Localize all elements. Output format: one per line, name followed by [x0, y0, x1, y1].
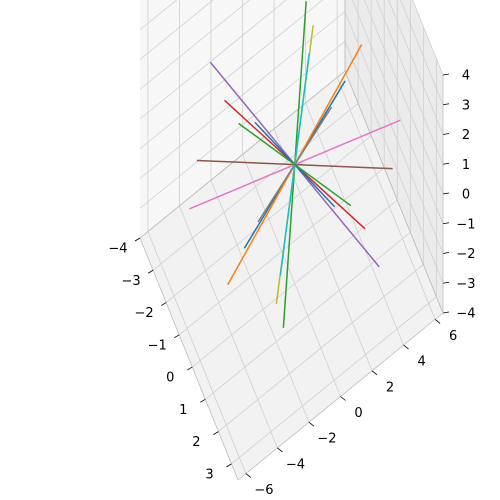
z-tick-label: −4: [456, 307, 475, 322]
x-tick-mark: [213, 431, 219, 435]
x-tick-label: 3: [205, 467, 213, 482]
y-tick-mark: [434, 319, 441, 324]
z-tick-mark: [442, 281, 450, 284]
z-tick-mark: [442, 133, 450, 135]
grid-line-y-floor: [336, 77, 436, 320]
series-line-12: [238, 122, 352, 207]
grid-line-z-right: [388, 0, 444, 135]
z-tick-label: 2: [462, 128, 470, 143]
grid-line-z-left: [139, 0, 287, 120]
x-tick-label: 1: [179, 403, 187, 418]
floor-back-edge: [139, 70, 346, 239]
y-tick-label: 2: [386, 380, 394, 395]
grid-line-y-floor: [210, 180, 310, 423]
z-tick-mark: [442, 222, 450, 225]
z-tick-mark: [442, 162, 450, 165]
grid-line-z-left: [139, 0, 178, 31]
y-tick-mark: [371, 370, 378, 376]
y-tick-mark: [245, 473, 252, 478]
x-tick-label: −2: [135, 306, 154, 321]
x-tick-mark: [147, 269, 154, 274]
y-tick-label: −6: [254, 483, 273, 498]
z-tick-label: 3: [462, 98, 470, 113]
grid-line-z-right: [351, 0, 444, 224]
z-tick-label: −3: [456, 277, 475, 292]
y-tick-label: 6: [449, 329, 457, 344]
z-tick-mark: [442, 192, 450, 195]
grid-line-z-right: [376, 0, 444, 165]
grid-line-y-floor: [242, 154, 341, 397]
grid-line-z-left: [139, 40, 346, 209]
z-tick-label: 4: [462, 69, 470, 84]
z-tick-label: −1: [456, 217, 475, 232]
grid-line-z-right: [400, 0, 444, 105]
y-tick-mark: [308, 421, 315, 427]
y-tick-label: −4: [286, 457, 305, 472]
x-tick-mark: [226, 463, 232, 468]
grid-lines: [139, 0, 444, 474]
x-tick-label: 2: [192, 435, 200, 450]
right-wall-pane: [345, 0, 443, 313]
y-tick-label: 0: [354, 406, 362, 421]
z-tick-label: 1: [462, 158, 470, 173]
y-tick-labels: −6 −4 −2 0 2 4 6: [254, 329, 457, 498]
grid-line-z-right: [344, 41, 444, 284]
x-tick-label: 0: [166, 371, 174, 386]
grid-line-z-right: [412, 0, 444, 76]
x-tick-label: −3: [122, 274, 141, 289]
z-tick-mark: [442, 73, 450, 76]
z-tick-label: −2: [456, 247, 475, 262]
grid-line-y-floor: [147, 231, 247, 474]
z-tick-label: 0: [462, 188, 470, 203]
grid-line-y-floor: [273, 128, 373, 371]
x-tick-mark: [134, 237, 141, 242]
y-tick-label: 4: [417, 355, 425, 370]
tick-marks: [134, 73, 450, 478]
z-tick-mark: [442, 311, 450, 314]
x-tick-mark: [187, 366, 193, 371]
grid-line-z-right: [364, 0, 444, 195]
y-tick-mark: [403, 344, 409, 350]
z-tick-mark: [442, 103, 450, 106]
z-tick-labels: −4 −3 −2 −1 0 1 2 3 4: [456, 69, 475, 322]
grid-line-z-left: [139, 0, 214, 60]
x-tick-mark: [173, 334, 180, 339]
y-tick-label: −2: [317, 432, 336, 447]
data-series: [188, 1, 401, 328]
y-tick-mark: [277, 447, 283, 453]
x-tick-mark: [160, 302, 167, 306]
grid-line-z-left: [139, 0, 324, 150]
grid-line-z-right: [344, 11, 444, 254]
grid-line-y-floor: [305, 102, 404, 346]
x-tick-label: −4: [108, 242, 127, 257]
x-tick-labels: −4 −3 −2 −1 0 1 2 3: [108, 242, 213, 483]
x-tick-label: −1: [148, 338, 167, 353]
floor-back-edge-2: [344, 70, 444, 314]
grid-line-y-floor: [179, 205, 278, 449]
z-tick-mark: [442, 252, 450, 254]
x-axis-edge: [139, 237, 239, 481]
grid-line-z-left: [139, 0, 251, 90]
x-tick-mark: [200, 398, 206, 403]
y-tick-mark: [340, 396, 346, 401]
